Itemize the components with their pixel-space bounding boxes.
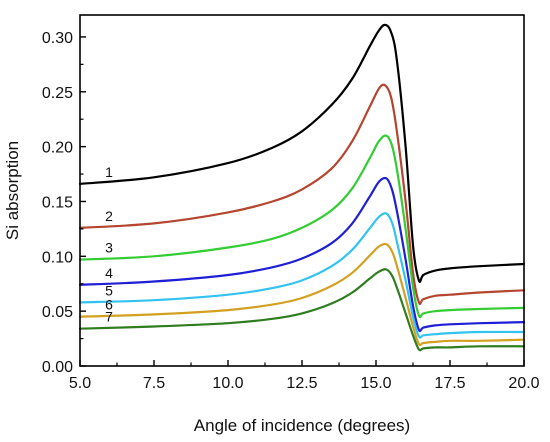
series-5-label: 5 [105,282,113,298]
series-2-line [78,83,526,305]
x-tick-label: 17.5 [434,375,465,392]
x-axis-ticks: 5.0 7.5 10.0 12.5 15.0 17.5 20.0 [69,360,540,392]
x-tick-label: 12.5 [286,375,317,392]
series-6-label: 6 [105,297,113,313]
y-tick-label: 0.15 [42,194,73,211]
y-tick-label: 0.20 [42,140,73,157]
series-2-label: 2 [105,208,113,224]
y-axis-title: Si absorption [3,141,22,240]
series-3-label: 3 [105,240,113,256]
x-tick-label: 15.0 [360,375,391,392]
y-tick-label: 0.00 [42,359,73,376]
series-6-line [78,242,526,347]
series-5-line [78,212,526,339]
plot-lines [78,23,526,352]
x-tick-label: 20.0 [508,375,539,392]
y-tick-label: 0.05 [42,304,73,321]
y-tick-label: 0.30 [42,30,73,47]
y-tick-label: 0.25 [42,85,73,102]
x-tick-label: 5.0 [69,375,91,392]
series-1-label: 1 [105,164,113,180]
x-axis-title: Angle of incidence (degrees) [194,416,410,435]
series-4-line [78,176,526,333]
y-axis-ticks: 0.00 0.05 0.10 0.15 0.20 0.25 0.30 [42,30,86,376]
series-7-line [78,268,526,352]
series-3-line [78,134,526,319]
series-4-label: 4 [105,265,113,281]
x-tick-label: 7.5 [143,375,165,392]
x-tick-label: 10.0 [212,375,243,392]
series-7-label: 7 [105,309,113,325]
series-1-line [78,23,526,283]
y-tick-label: 0.10 [42,249,73,266]
